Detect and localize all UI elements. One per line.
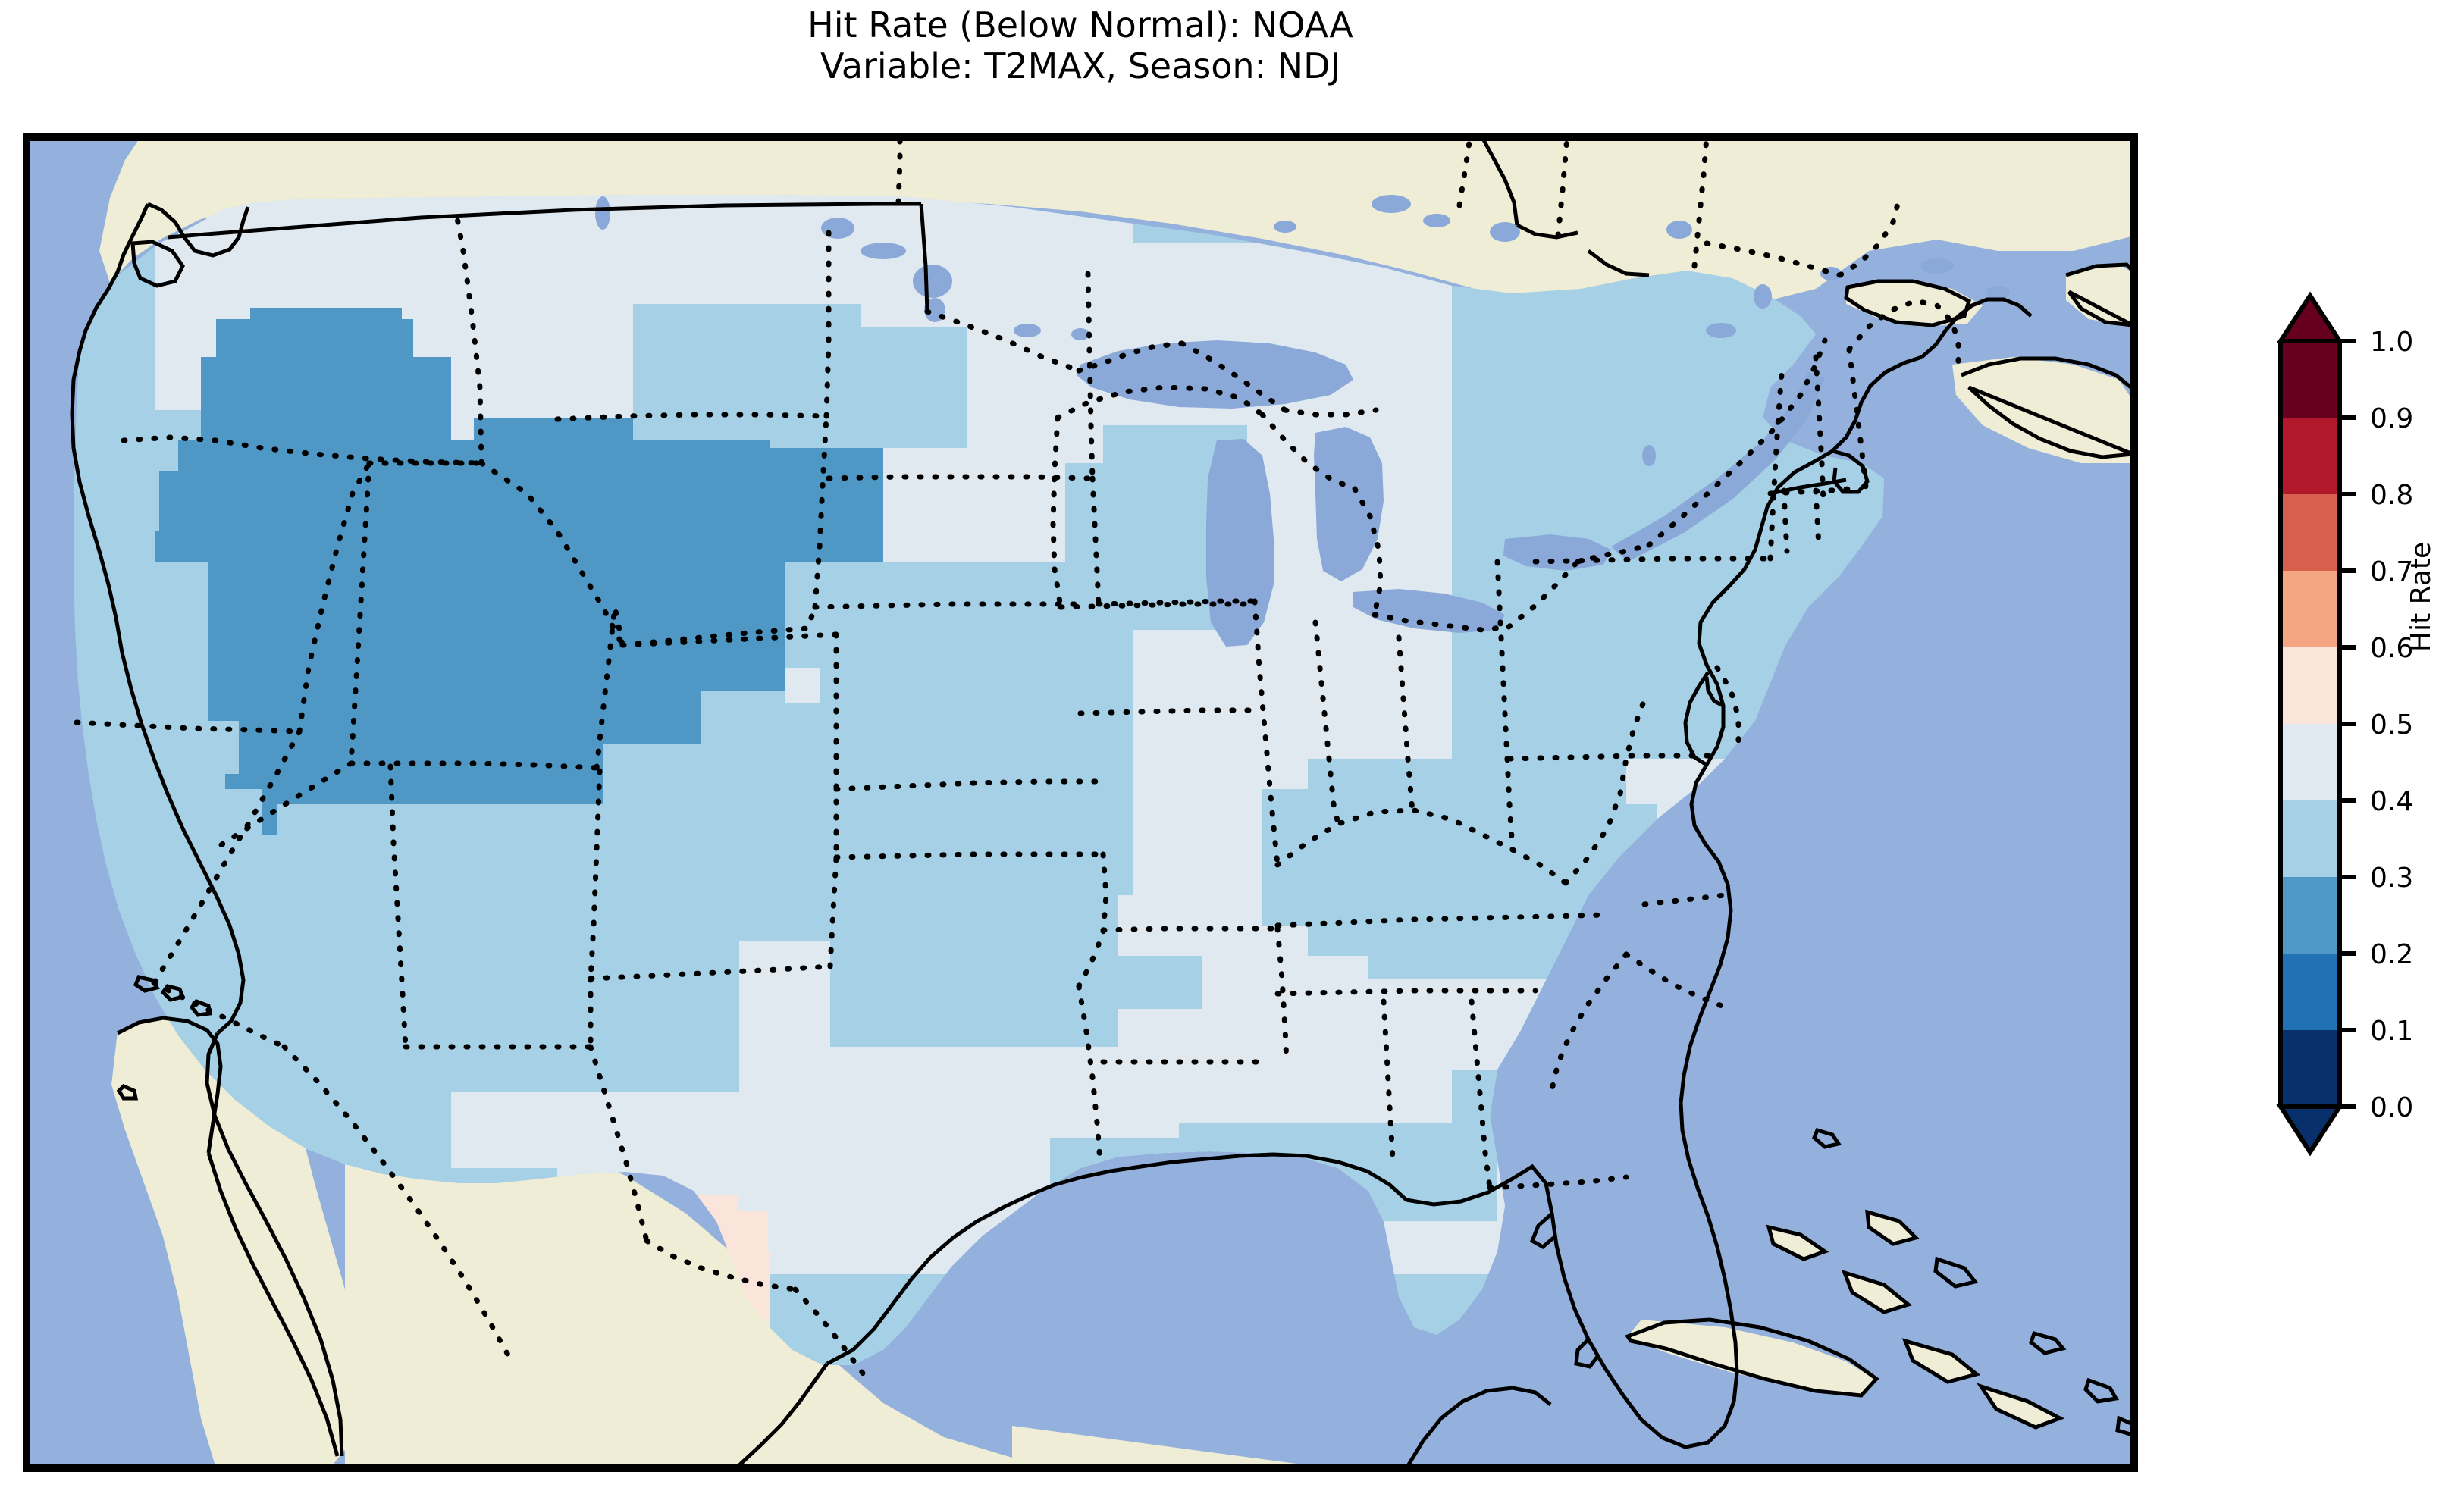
colorbar-band-0.8-0.9 bbox=[2281, 418, 2340, 495]
foreign-land-layer bbox=[99, 137, 2134, 1468]
colorbar-band-0.2-0.3 bbox=[2281, 877, 2340, 954]
colorbar-bands bbox=[2276, 291, 2344, 1157]
colorbar-band-0.3-0.4 bbox=[2281, 800, 2340, 878]
coastline-and-national-borders bbox=[70, 137, 2134, 1468]
colorbar-ticks: 1.0 0.9 0.8 0.7 0.6 0.5 0.4 0.3 0.2 0.1 0.0 bbox=[2340, 327, 2413, 1123]
colorbar-tick-label: 0.8 bbox=[2370, 480, 2413, 511]
title-line-1: Hit Rate (Below Normal): NOAA bbox=[807, 5, 1353, 45]
colorbar-tick-label: 0.0 bbox=[2370, 1092, 2413, 1123]
colorbar-band-0.1-0.2 bbox=[2281, 954, 2340, 1031]
colorbar-axis-label: Hit Rate bbox=[2406, 541, 2437, 652]
colorbar-tick-label: 0.7 bbox=[2370, 556, 2413, 587]
colorbar-tick-label: 0.6 bbox=[2370, 633, 2413, 664]
colorbar-tick-label: 0.3 bbox=[2370, 863, 2413, 894]
conus-hit-rate-map[interactable] bbox=[27, 137, 2134, 1468]
title-line-2: Variable: T2MAX, Season: NDJ bbox=[820, 45, 1341, 86]
colorbar-band-0.0-0.1 bbox=[2281, 1030, 2340, 1107]
colorbar-tick-label: 0.9 bbox=[2370, 403, 2413, 434]
figure-title: Hit Rate (Below Normal): NOAA Variable: … bbox=[0, 5, 2161, 86]
colorbar-tick-label: 1.0 bbox=[2370, 327, 2413, 358]
map-axes[interactable] bbox=[23, 133, 2138, 1472]
state-borders bbox=[74, 137, 1961, 1377]
colorbar-tick-label: 0.1 bbox=[2370, 1016, 2413, 1047]
colorbar-band-0.7-0.8 bbox=[2281, 494, 2340, 572]
colorbar-band-0.9-1.0 bbox=[2281, 341, 2340, 418]
great-lakes bbox=[595, 195, 2010, 647]
colorbar-band-0.4-0.5 bbox=[2281, 724, 2340, 801]
colorbar[interactable]: 1.0 0.9 0.8 0.7 0.6 0.5 0.4 0.3 0.2 0.1 0.0 Hit Ra… bbox=[2259, 227, 2464, 1349]
colorbar-tick-label: 0.2 bbox=[2370, 939, 2413, 970]
colorbar-band-0.5-0.6 bbox=[2281, 647, 2340, 725]
map-frame bbox=[27, 137, 2134, 1468]
colorbar-extend-min-arrow bbox=[2276, 1104, 2344, 1157]
colorbar-svg[interactable]: 1.0 0.9 0.8 0.7 0.6 0.5 0.4 0.3 0.2 0.1 0.0 bbox=[2259, 227, 2464, 1349]
colorbar-tick-label: 0.4 bbox=[2370, 786, 2413, 817]
colorbar-tick-label: 0.5 bbox=[2370, 709, 2413, 741]
colorbar-band-0.6-0.7 bbox=[2281, 571, 2340, 648]
colorbar-extend-max-arrow bbox=[2276, 291, 2344, 343]
